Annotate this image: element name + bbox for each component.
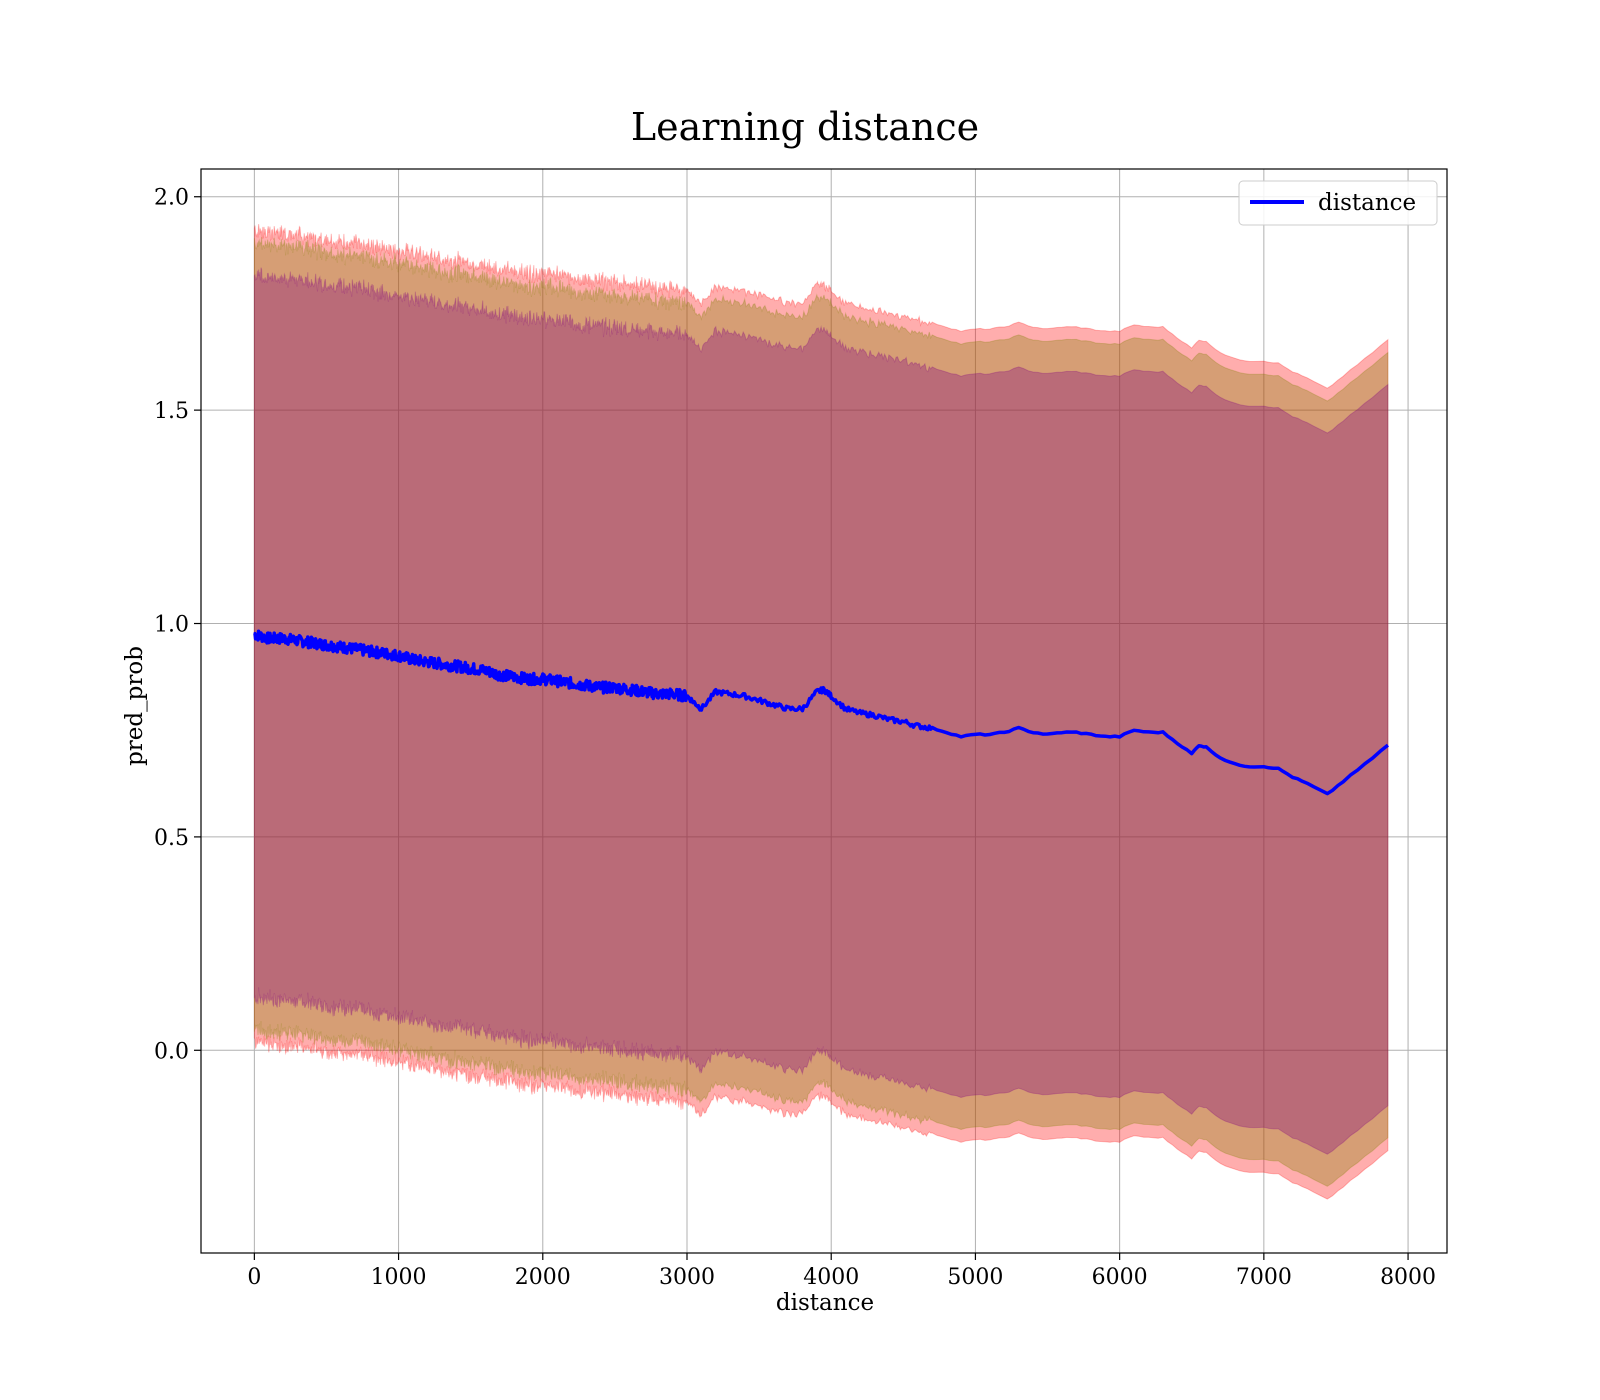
y-tick-label-1: 0.5 — [154, 826, 189, 851]
series-line-distance — [253, 629, 1389, 796]
y-tick-label-2: 1.0 — [154, 613, 189, 638]
chart-title: Learning distance — [631, 105, 979, 149]
plot-frame — [200, 168, 1448, 1254]
x-tick-label-5: 5000 — [947, 1265, 1003, 1290]
line-layer — [253, 629, 1389, 796]
x-tick-label-0: 0 — [247, 1265, 261, 1290]
x-tick-label-6: 6000 — [1092, 1265, 1148, 1290]
y-axis-label: pred_prob — [122, 646, 148, 766]
band-layer — [253, 224, 1389, 1200]
tick-layer: 0 1000 2000 3000 4000 5000 6000 7000 8000 0.0 0.5 1… — [154, 186, 1436, 1290]
x-tick-label-3: 3000 — [659, 1265, 715, 1290]
legend-entry-distance: distance — [1318, 190, 1416, 216]
y-tick-label-0: 0.0 — [154, 1039, 189, 1064]
legend: distance — [1238, 180, 1438, 226]
confidence-band-2 — [253, 267, 1389, 1155]
x-tick-label-8: 8000 — [1380, 1265, 1436, 1290]
legend-box — [1238, 180, 1438, 226]
y-tick-label-4: 2.0 — [154, 186, 189, 211]
y-tick-label-3: 1.5 — [154, 399, 189, 424]
confidence-band-0 — [253, 224, 1389, 1200]
x-tick-label-7: 7000 — [1236, 1265, 1292, 1290]
x-tick-label-4: 4000 — [803, 1265, 859, 1290]
x-axis-label: distance — [776, 1290, 874, 1316]
x-tick-label-2: 2000 — [515, 1265, 571, 1290]
x-tick-label-1: 1000 — [371, 1265, 427, 1290]
confidence-band-1 — [253, 236, 1389, 1187]
